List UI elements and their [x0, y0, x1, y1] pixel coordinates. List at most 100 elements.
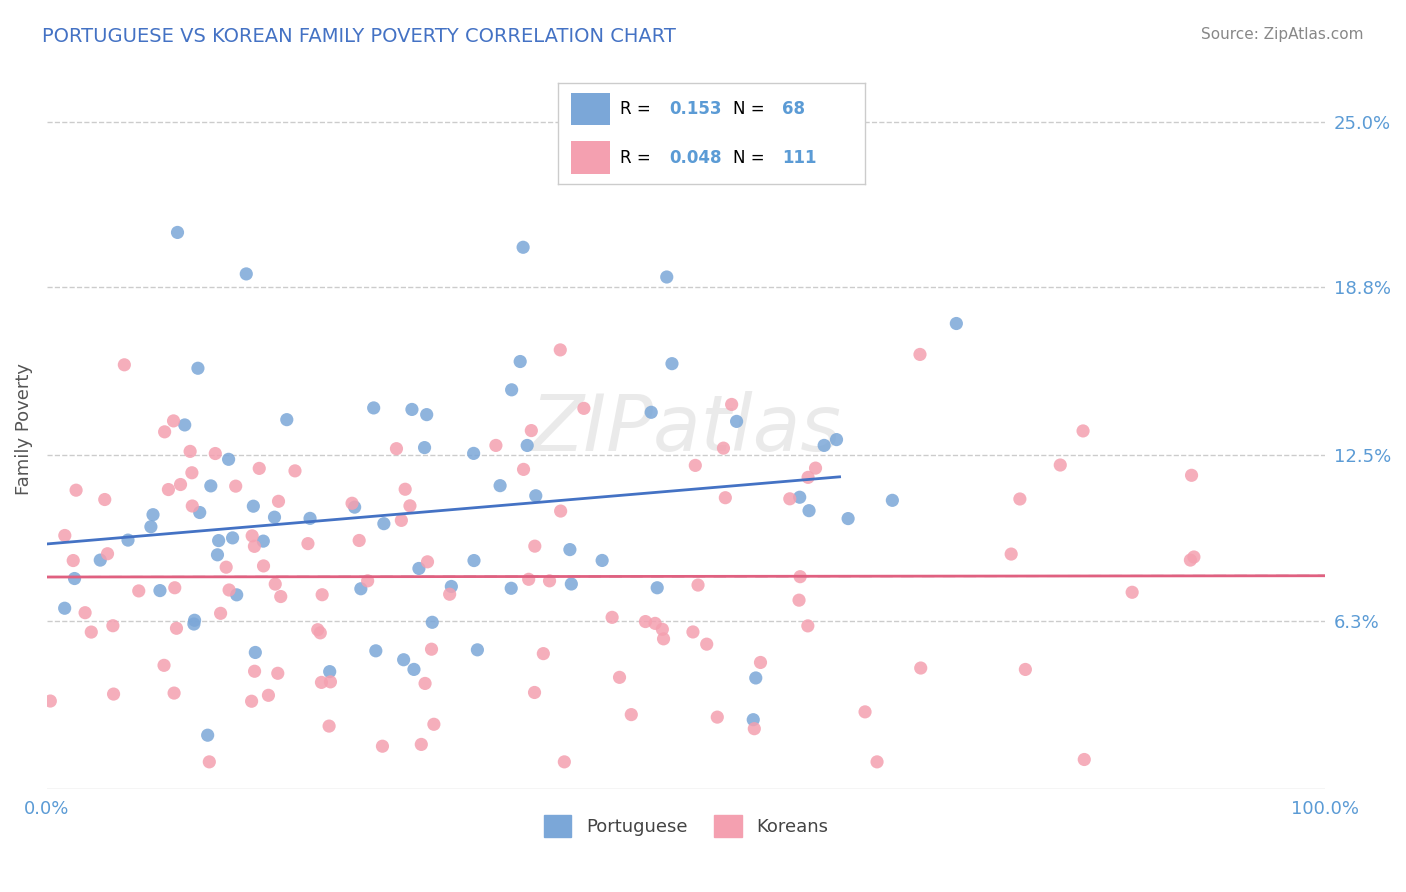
Point [181, 499, 204, 513]
Point [420, 615, 443, 630]
Point [318, 665, 340, 679]
Point [853, 705, 876, 719]
Point [371, 739, 394, 754]
Point [385, 442, 408, 456]
Point [463, 446, 485, 460]
Point [356, 574, 378, 588]
Point [225, 588, 247, 602]
Point [235, 267, 257, 281]
Point [945, 317, 967, 331]
Point [267, 494, 290, 508]
Point [373, 516, 395, 531]
Point [311, 675, 333, 690]
Point [813, 438, 835, 452]
Point [620, 707, 643, 722]
Point [53, 601, 76, 615]
Point [343, 500, 366, 515]
Point [245, 645, 267, 659]
Point [264, 577, 287, 591]
Point [166, 226, 188, 240]
Point [1073, 752, 1095, 766]
Point [745, 671, 768, 685]
Point [392, 653, 415, 667]
Point [221, 531, 243, 545]
Point [163, 686, 186, 700]
Point [524, 489, 547, 503]
Point [208, 533, 231, 548]
Point [263, 510, 285, 524]
Point [797, 619, 820, 633]
Point [103, 687, 125, 701]
Point [560, 577, 582, 591]
Point [62, 553, 84, 567]
Text: PORTUGUESE VS KOREAN FAMILY POVERTY CORRELATION CHART: PORTUGUESE VS KOREAN FAMILY POVERTY CORR… [42, 27, 676, 45]
Y-axis label: Family Poverty: Family Poverty [15, 362, 32, 494]
Point [1180, 468, 1202, 483]
Point [749, 656, 772, 670]
Point [609, 670, 631, 684]
Point [1071, 424, 1094, 438]
Point [866, 755, 889, 769]
Point [96, 547, 118, 561]
Point [187, 361, 209, 376]
Point [1180, 553, 1202, 567]
Text: Source: ZipAtlas.com: Source: ZipAtlas.com [1201, 27, 1364, 42]
Point [516, 438, 538, 452]
Point [742, 722, 765, 736]
Point [634, 615, 657, 629]
Point [742, 713, 765, 727]
Point [1000, 547, 1022, 561]
Point [402, 662, 425, 676]
Point [142, 508, 165, 522]
Point [485, 438, 508, 452]
Point [252, 558, 274, 573]
Point [651, 623, 673, 637]
Point [413, 676, 436, 690]
Point [531, 647, 554, 661]
Point [247, 461, 270, 475]
Point [166, 621, 188, 635]
Point [548, 343, 571, 357]
Point [276, 412, 298, 426]
Point [163, 581, 186, 595]
Legend: Portuguese, Koreans: Portuguese, Koreans [537, 808, 835, 845]
Point [553, 755, 575, 769]
Point [523, 685, 546, 699]
Point [63, 572, 86, 586]
Point [416, 555, 439, 569]
Point [1049, 458, 1071, 472]
Point [284, 464, 307, 478]
Point [318, 719, 340, 733]
Point [411, 738, 433, 752]
Point [640, 405, 662, 419]
Point [415, 408, 437, 422]
Point [1121, 585, 1143, 599]
Point [153, 658, 176, 673]
Point [240, 529, 263, 543]
Point [1008, 491, 1031, 506]
Point [389, 513, 412, 527]
Point [188, 506, 211, 520]
Point [644, 616, 666, 631]
Point [257, 689, 280, 703]
Point [517, 572, 540, 586]
Point [112, 358, 135, 372]
Point [204, 446, 226, 460]
Point [363, 401, 385, 415]
Point [423, 717, 446, 731]
Point [789, 490, 811, 504]
Point [413, 441, 436, 455]
Point [311, 588, 333, 602]
Point [908, 347, 931, 361]
Point [243, 540, 266, 554]
Point [242, 499, 264, 513]
Point [501, 383, 523, 397]
Point [80, 625, 103, 640]
Point [512, 462, 534, 476]
Point [401, 402, 423, 417]
Point [685, 458, 707, 473]
Point [682, 624, 704, 639]
Point [179, 444, 201, 458]
Point [420, 642, 443, 657]
Point [520, 424, 543, 438]
